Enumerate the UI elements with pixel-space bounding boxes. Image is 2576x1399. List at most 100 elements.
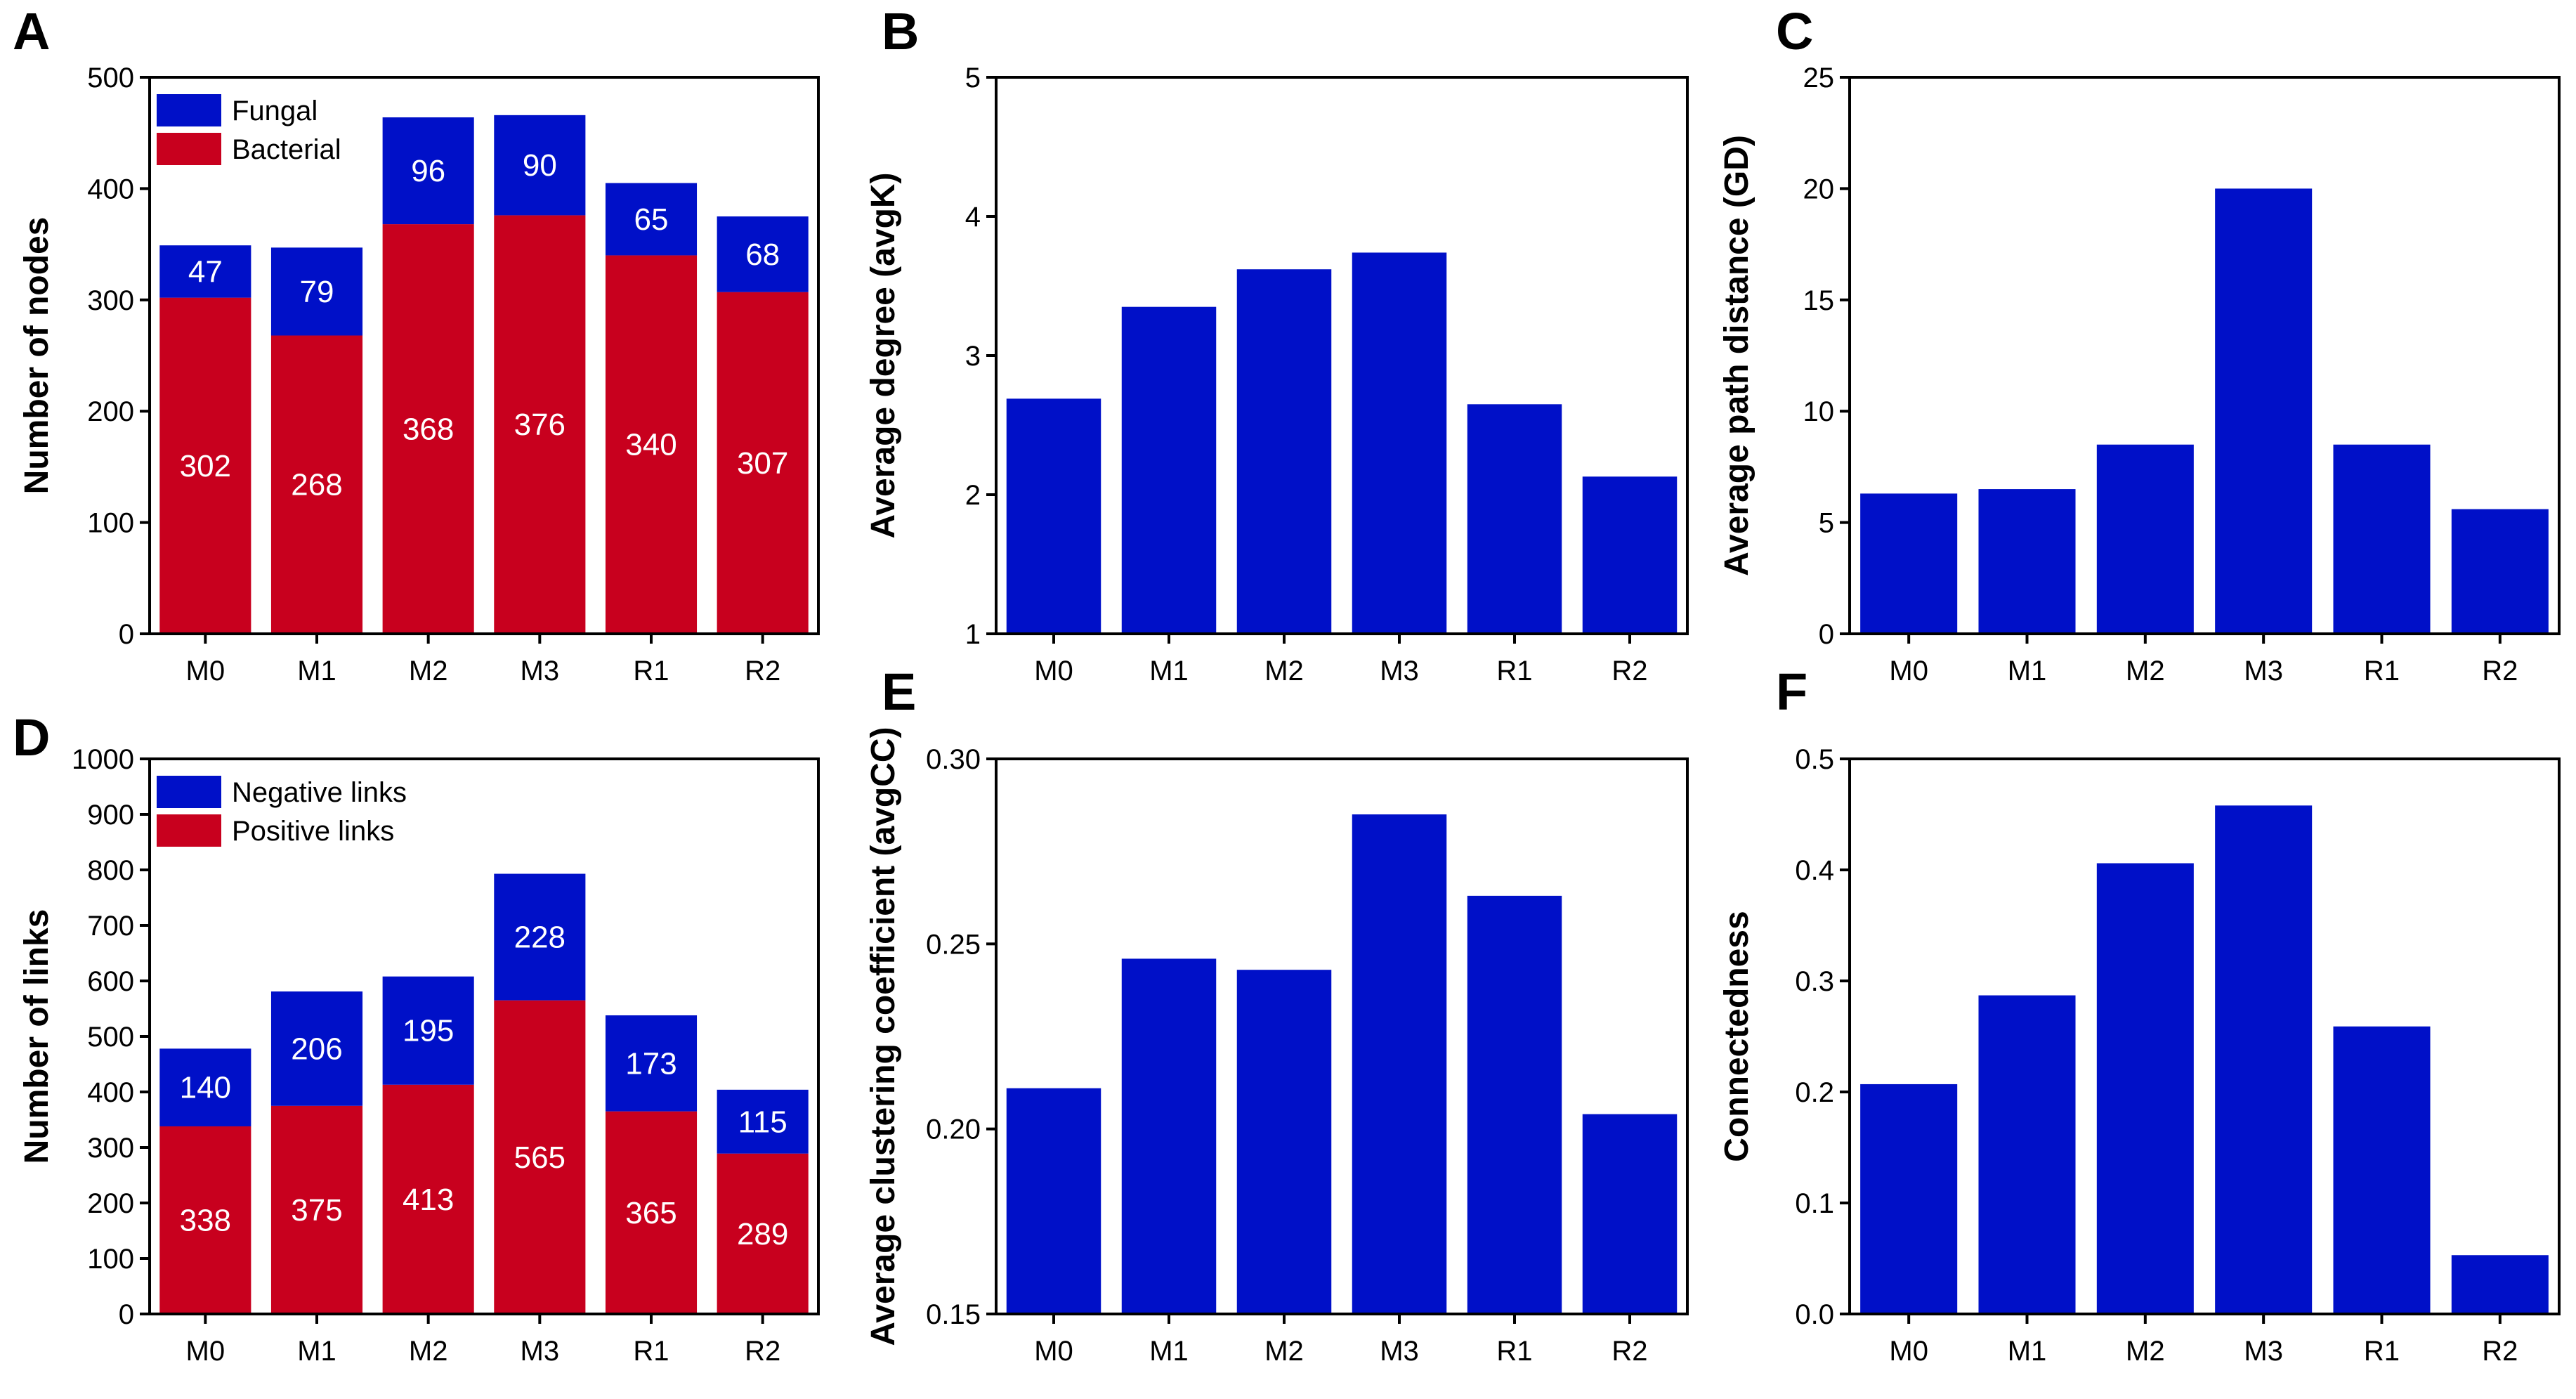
y-tick-label: 1	[965, 619, 981, 650]
x-tick-label: M3	[2244, 1336, 2283, 1367]
y-tick-label: 0.3	[1795, 966, 1834, 997]
y-tick-label: 200	[87, 396, 134, 427]
data-label: 115	[738, 1105, 787, 1139]
bar-fungal-m2	[382, 117, 474, 225]
bar-m1	[1978, 489, 2076, 634]
x-tick-label: R2	[745, 656, 780, 687]
x-tick-label: M0	[186, 656, 225, 687]
x-tick-label: M3	[1380, 1336, 1419, 1367]
y-tick-label: 0	[1819, 619, 1834, 650]
axis-frame	[1848, 76, 2561, 635]
y-tick-label: 0.1	[1795, 1188, 1834, 1219]
data-label: 413	[403, 1183, 454, 1217]
y-tick-label: 0.2	[1795, 1077, 1834, 1108]
bar-positive-links-m1	[270, 1105, 363, 1314]
y-tick-label: 600	[87, 966, 134, 997]
bar-m1	[1121, 958, 1217, 1314]
bar-m0	[1006, 398, 1101, 634]
bar-m2	[1236, 970, 1332, 1314]
bar-fungal-m0	[159, 245, 251, 298]
bar-negative-links-m2	[382, 976, 474, 1085]
y-tick-label: 0.30	[926, 744, 981, 775]
bar-m3	[1352, 814, 1447, 1314]
bar-positive-links-r2	[717, 1153, 809, 1314]
legend-label-bacterial: Bacterial	[232, 134, 341, 165]
x-tick-label: R1	[633, 1336, 669, 1367]
panel-f: F 0.0 0.1 0.2 0.3 0.4 0.5 M0 M1 M2 M3 R1 R2 Connected…	[1718, 663, 2561, 1367]
panel-letter-d: D	[13, 708, 50, 767]
x-tick-label: M1	[297, 656, 336, 687]
y-tick-label: 0.15	[926, 1299, 981, 1330]
bar-fungal-m3	[494, 115, 586, 216]
y-tick-label: 4	[965, 202, 981, 233]
bar-negative-links-r1	[605, 1015, 698, 1112]
y-axis-title: Number of nodes	[18, 217, 55, 495]
y-tick-label: 500	[87, 1022, 134, 1053]
y-tick-label: 900	[87, 800, 134, 831]
y-tick-label: 100	[87, 508, 134, 539]
bar-m2	[1236, 269, 1332, 634]
bar-r1	[1467, 404, 1562, 634]
data-label: 302	[180, 449, 231, 483]
bar-m1	[1978, 995, 2076, 1314]
x-tick-label: R2	[2482, 1336, 2518, 1367]
axis-frame	[1848, 757, 2561, 1315]
y-tick-label: 0.20	[926, 1114, 981, 1145]
x-tick-label: M1	[2008, 656, 2047, 687]
y-axis-title: Average clustering coefficient (avgCC)	[865, 727, 902, 1346]
data-label: 375	[291, 1193, 342, 1228]
panel-d: D 338 375 413 565 365 289 140 206 195 228 173 115 0 10…	[13, 708, 820, 1367]
data-label: 206	[291, 1032, 342, 1066]
bar-r1	[2333, 1026, 2431, 1314]
y-axis-title: Number of links	[18, 909, 55, 1164]
x-tick-label: R2	[2482, 656, 2518, 687]
y-tick-label: 0	[119, 1299, 134, 1330]
x-tick-label: M1	[1149, 1336, 1189, 1367]
bar-positive-links-r1	[605, 1111, 698, 1314]
bar-m3	[2215, 188, 2313, 634]
x-tick-label: R1	[633, 656, 669, 687]
panel-b: B 1 2 3 4 5 M0 M1 M2 M3 R1 R2 Average degree (avgK)	[865, 2, 1689, 687]
bar-m2	[2096, 444, 2194, 634]
data-label: 96	[411, 154, 445, 188]
legend-swatch-positive-links	[157, 814, 221, 847]
data-label: 228	[514, 920, 565, 955]
data-label: 65	[634, 202, 669, 237]
y-tick-label: 500	[87, 63, 134, 93]
y-tick-label: 1000	[72, 744, 134, 775]
bar-m0	[1006, 1088, 1101, 1314]
bar-bacterial-m0	[159, 297, 251, 634]
y-tick-label: 400	[87, 1077, 134, 1108]
bar-positive-links-m3	[494, 1000, 586, 1314]
x-tick-label: M0	[1034, 1336, 1073, 1367]
bar-fungal-r2	[717, 216, 809, 292]
bar-m2	[2096, 863, 2194, 1314]
y-axis-title: Connectedness	[1718, 911, 1756, 1162]
legend-swatch-negative-links	[157, 776, 221, 808]
bar-positive-links-m0	[159, 1126, 251, 1314]
x-tick-label: R1	[1496, 1336, 1532, 1367]
x-tick-label: M0	[186, 1336, 225, 1367]
data-label: 565	[514, 1140, 565, 1175]
y-tick-label: 2	[965, 480, 981, 511]
data-label: 195	[403, 1014, 454, 1048]
data-label: 289	[737, 1217, 788, 1251]
data-label: 368	[403, 412, 454, 447]
x-tick-label: M3	[1380, 656, 1419, 687]
y-tick-label: 300	[87, 285, 134, 316]
bar-bacterial-r1	[605, 255, 698, 634]
x-tick-label: R2	[1611, 1336, 1647, 1367]
bar-bacterial-m2	[382, 224, 474, 634]
bar-fungal-r1	[605, 183, 698, 256]
y-tick-label: 10	[1803, 396, 1835, 427]
x-tick-label: M0	[1889, 656, 1928, 687]
y-tick-label: 5	[1819, 508, 1834, 539]
y-tick-label: 400	[87, 174, 134, 204]
bar-r2	[2451, 509, 2549, 634]
data-label: 307	[737, 446, 788, 481]
y-tick-label: 100	[87, 1244, 134, 1275]
axis-frame	[148, 76, 820, 635]
x-tick-label: M1	[1149, 656, 1189, 687]
panel-letter-e: E	[882, 663, 916, 721]
y-tick-label: 0.25	[926, 929, 981, 960]
